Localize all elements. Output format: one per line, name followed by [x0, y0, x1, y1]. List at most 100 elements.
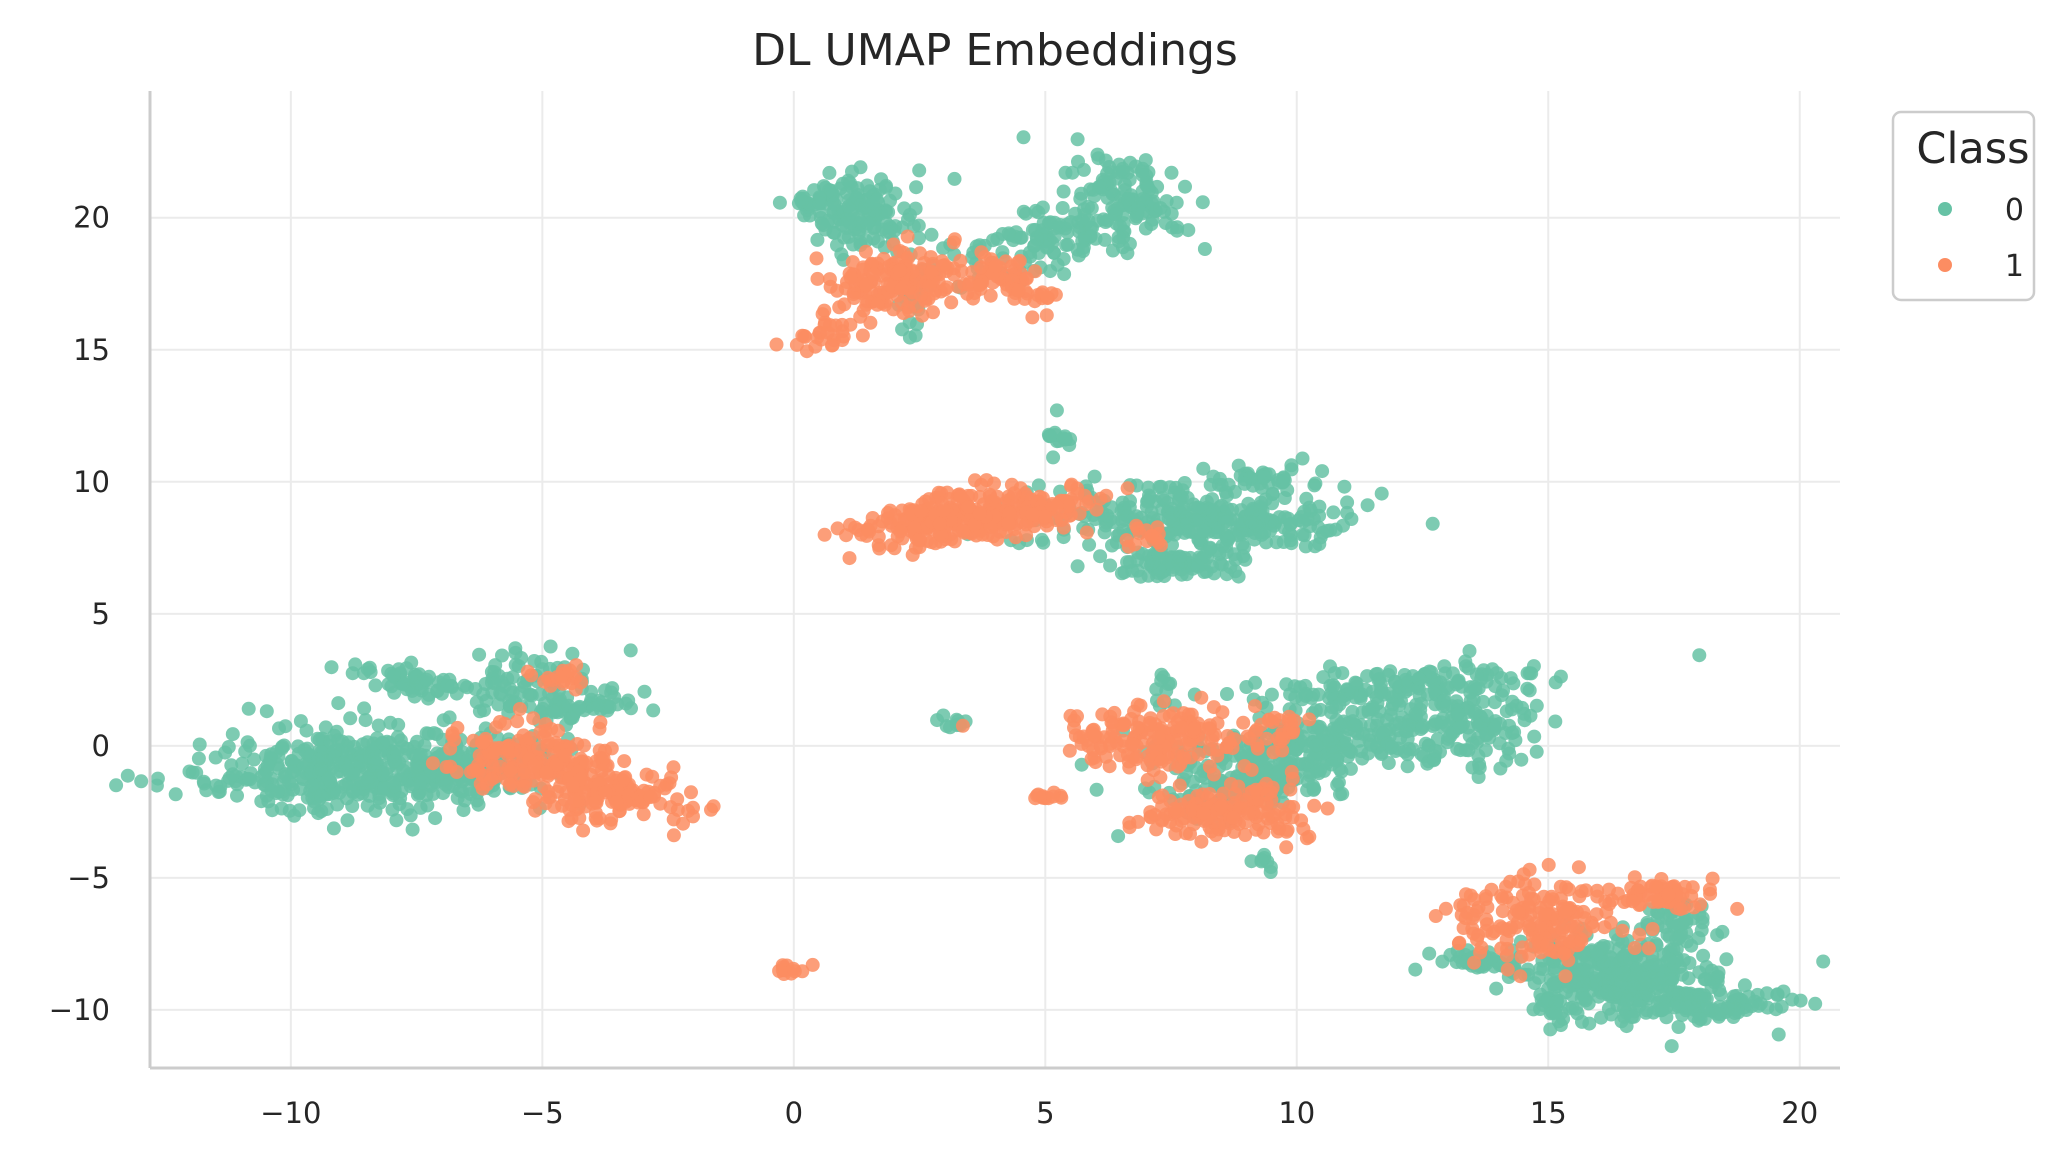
data-point: [809, 251, 824, 266]
data-point: [1458, 911, 1473, 926]
data-point: [604, 812, 619, 827]
data-point: [914, 504, 928, 518]
data-point: [966, 291, 981, 306]
data-point: [383, 715, 398, 730]
data-point: [1196, 806, 1211, 821]
data-point: [1649, 879, 1664, 894]
data-point: [1334, 764, 1349, 779]
data-point: [1115, 161, 1130, 176]
data-point: [946, 267, 961, 282]
data-point: [1081, 213, 1096, 228]
data-point: [1142, 715, 1157, 730]
data-point: [1719, 952, 1734, 967]
data-point: [321, 771, 336, 786]
data-point: [1492, 736, 1507, 751]
data-point: [1337, 479, 1352, 494]
data-point: [1138, 153, 1153, 168]
data-point: [1110, 201, 1125, 216]
data-point: [526, 795, 541, 810]
data-point: [586, 701, 601, 716]
series-class-1: [425, 229, 1745, 984]
data-point: [1326, 678, 1341, 693]
data-point: [400, 741, 415, 756]
data-point: [241, 701, 256, 716]
data-point: [1191, 559, 1205, 574]
data-point: [1816, 954, 1831, 969]
data-point: [1238, 828, 1253, 842]
data-point: [1437, 659, 1452, 674]
data-point: [1356, 726, 1370, 741]
data-point: [235, 756, 250, 771]
data-point: [1466, 692, 1481, 707]
data-point: [1345, 704, 1360, 719]
data-point: [1206, 469, 1221, 484]
data-point: [1471, 770, 1486, 784]
data-point: [637, 684, 652, 699]
data-point: [816, 218, 831, 233]
data-point: [558, 748, 572, 763]
data-point: [520, 664, 535, 679]
data-point: [1283, 533, 1298, 548]
data-point: [1400, 759, 1415, 774]
y-tick-label: 15: [73, 333, 110, 367]
data-point: [225, 727, 240, 742]
data-point: [242, 772, 257, 787]
data-point: [1260, 787, 1275, 802]
data-point: [1675, 967, 1690, 982]
data-point: [769, 337, 784, 352]
data-point: [843, 205, 858, 220]
data-point: [953, 489, 968, 504]
data-point: [1524, 891, 1539, 906]
data-point: [1326, 505, 1341, 520]
data-point: [1326, 745, 1341, 760]
data-point: [331, 733, 346, 748]
data-point: [517, 779, 532, 794]
legend: Class 0 1: [1891, 110, 2036, 302]
data-point: [955, 718, 970, 733]
data-point: [1197, 242, 1212, 256]
data-point: [1673, 902, 1688, 917]
data-point: [1769, 1002, 1783, 1017]
data-point: [676, 816, 690, 831]
data-point: [1130, 720, 1145, 735]
data-point: [643, 790, 658, 805]
data-point: [403, 808, 418, 823]
data-point: [1522, 862, 1537, 877]
data-point: [1043, 428, 1058, 443]
data-point: [1555, 923, 1570, 937]
data-point: [259, 704, 274, 719]
data-point: [604, 685, 619, 700]
data-point: [1494, 688, 1509, 703]
data-point: [1204, 733, 1219, 748]
data-point: [197, 776, 212, 791]
data-point: [1182, 738, 1197, 753]
data-point: [1046, 789, 1061, 804]
data-point: [1111, 230, 1126, 245]
data-point: [827, 214, 842, 229]
data-point: [1615, 923, 1630, 938]
data-point: [870, 297, 885, 312]
data-point: [134, 774, 149, 789]
data-point: [254, 794, 269, 809]
data-point: [609, 795, 624, 810]
data-point: [1493, 919, 1508, 934]
data-point: [1049, 499, 1064, 514]
data-point: [420, 798, 435, 813]
data-point: [1144, 529, 1159, 543]
data-point: [485, 759, 500, 774]
data-point: [310, 731, 325, 746]
data-point: [1331, 775, 1346, 790]
data-point: [1514, 752, 1529, 767]
data-point: [1515, 700, 1530, 715]
data-point: [1388, 675, 1402, 690]
data-point: [1089, 782, 1104, 797]
data-point: [824, 338, 839, 353]
data-point: [1548, 1005, 1563, 1020]
data-point: [1046, 450, 1061, 465]
data-point: [1257, 759, 1272, 774]
data-point: [1506, 676, 1521, 691]
data-point: [1360, 498, 1375, 513]
data-point: [1307, 798, 1322, 813]
data-point: [1474, 940, 1489, 955]
data-point: [866, 267, 881, 282]
